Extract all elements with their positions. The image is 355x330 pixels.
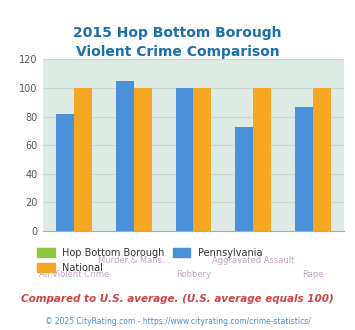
Bar bbox=[56, 114, 74, 231]
Bar bbox=[235, 127, 253, 231]
Bar bbox=[253, 88, 271, 231]
Bar bbox=[74, 88, 92, 231]
Bar bbox=[176, 88, 193, 231]
Bar bbox=[295, 107, 313, 231]
Text: Rape: Rape bbox=[302, 270, 323, 279]
Bar bbox=[193, 88, 211, 231]
Text: Robbery: Robbery bbox=[176, 270, 211, 279]
Text: All Violent Crime: All Violent Crime bbox=[39, 270, 109, 279]
Text: Murder & Mans...: Murder & Mans... bbox=[98, 256, 170, 265]
Text: Aggravated Assault: Aggravated Assault bbox=[212, 256, 294, 265]
Bar bbox=[116, 81, 134, 231]
Text: © 2025 CityRating.com - https://www.cityrating.com/crime-statistics/: © 2025 CityRating.com - https://www.city… bbox=[45, 317, 310, 326]
Legend: Hop Bottom Borough, National, Pennsylvania: Hop Bottom Borough, National, Pennsylvan… bbox=[33, 244, 266, 277]
Text: 2015 Hop Bottom Borough
Violent Crime Comparison: 2015 Hop Bottom Borough Violent Crime Co… bbox=[73, 26, 282, 59]
Bar bbox=[313, 88, 331, 231]
Bar bbox=[134, 88, 152, 231]
Text: Compared to U.S. average. (U.S. average equals 100): Compared to U.S. average. (U.S. average … bbox=[21, 294, 334, 304]
